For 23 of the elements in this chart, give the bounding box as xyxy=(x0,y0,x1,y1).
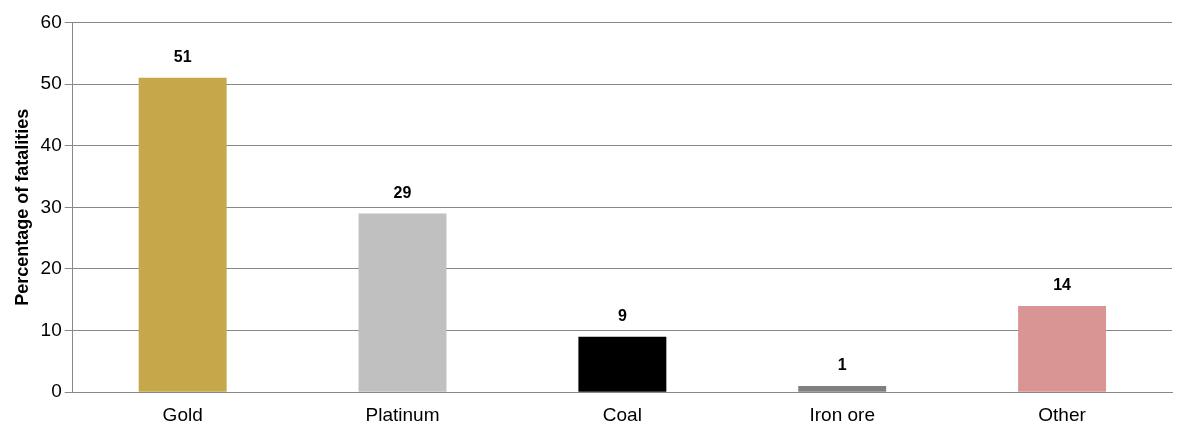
y-tick-label: 40 xyxy=(40,133,62,155)
y-tick-label: 20 xyxy=(40,257,62,279)
data-label: 9 xyxy=(617,307,627,325)
x-tick-label: Other xyxy=(1038,403,1087,425)
bar xyxy=(358,213,447,392)
bar xyxy=(1018,305,1107,392)
y-tick-label: 30 xyxy=(40,195,62,217)
data-label: 14 xyxy=(1053,276,1072,294)
y-tick-label: 60 xyxy=(40,10,62,32)
y-tick-label: 0 xyxy=(51,380,62,402)
x-tick-label: Platinum xyxy=(365,403,440,425)
x-tick-label: Coal xyxy=(602,403,642,425)
bar xyxy=(578,336,667,392)
bar xyxy=(798,386,887,392)
data-label: 1 xyxy=(837,356,847,374)
y-tick-label: 10 xyxy=(40,318,62,340)
y-tick-label: 50 xyxy=(40,72,62,94)
y-axis-title: Percentage of fatalities xyxy=(11,108,32,306)
data-label: 29 xyxy=(393,183,412,201)
bar xyxy=(138,77,227,392)
x-tick-label: Iron ore xyxy=(809,403,875,425)
x-tick-label: Gold xyxy=(162,403,203,425)
data-label: 51 xyxy=(173,48,192,66)
